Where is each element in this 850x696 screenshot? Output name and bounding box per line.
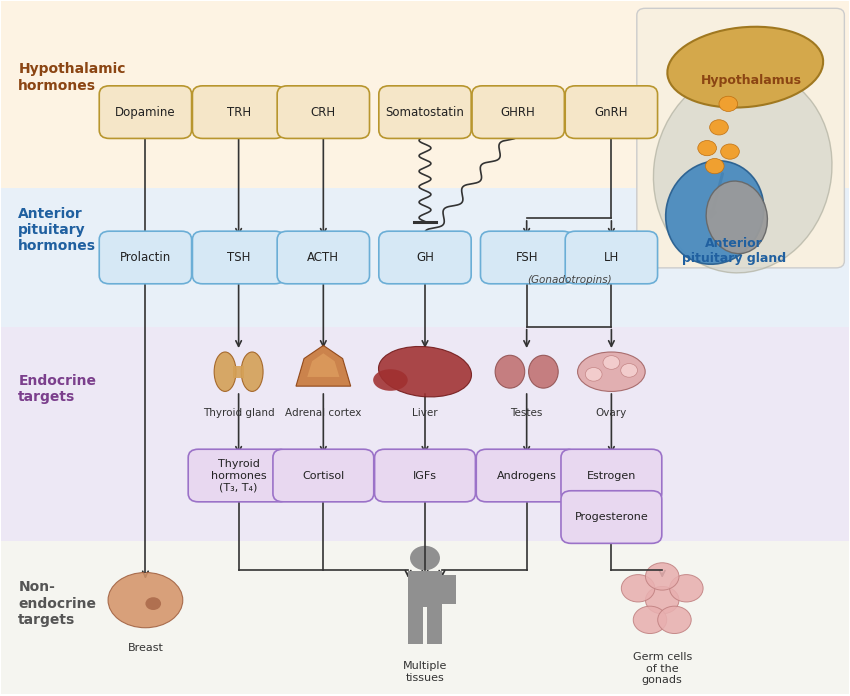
Text: Androgens: Androgens bbox=[496, 470, 557, 480]
Ellipse shape bbox=[378, 347, 472, 397]
Circle shape bbox=[145, 597, 161, 610]
Text: Somatostatin: Somatostatin bbox=[386, 106, 464, 118]
Text: ACTH: ACTH bbox=[308, 251, 339, 264]
Bar bbox=[408, 575, 422, 603]
FancyBboxPatch shape bbox=[565, 231, 658, 284]
FancyBboxPatch shape bbox=[188, 449, 289, 502]
Text: Anterior
pituitary
hormones: Anterior pituitary hormones bbox=[19, 207, 96, 253]
Circle shape bbox=[620, 363, 638, 377]
Text: Liver: Liver bbox=[412, 408, 438, 418]
Ellipse shape bbox=[654, 69, 832, 273]
Bar bbox=[2, 541, 848, 694]
Text: GH: GH bbox=[416, 251, 434, 264]
FancyBboxPatch shape bbox=[277, 231, 370, 284]
Circle shape bbox=[710, 120, 728, 135]
Text: GnRH: GnRH bbox=[595, 106, 628, 118]
FancyBboxPatch shape bbox=[379, 231, 471, 284]
FancyBboxPatch shape bbox=[565, 86, 658, 139]
Text: Thyroid gland: Thyroid gland bbox=[203, 408, 275, 418]
Ellipse shape bbox=[108, 573, 183, 628]
FancyBboxPatch shape bbox=[99, 231, 191, 284]
Text: Estrogen: Estrogen bbox=[586, 470, 636, 480]
Circle shape bbox=[645, 563, 679, 590]
FancyBboxPatch shape bbox=[476, 449, 577, 502]
Circle shape bbox=[410, 546, 440, 570]
FancyBboxPatch shape bbox=[561, 491, 662, 544]
Ellipse shape bbox=[578, 352, 645, 391]
Polygon shape bbox=[296, 345, 351, 386]
Text: Hypothalamus: Hypothalamus bbox=[700, 74, 802, 88]
Circle shape bbox=[670, 575, 703, 602]
Ellipse shape bbox=[706, 181, 768, 253]
Circle shape bbox=[621, 575, 654, 602]
Circle shape bbox=[719, 96, 738, 111]
Bar bbox=[442, 575, 456, 603]
FancyBboxPatch shape bbox=[273, 449, 374, 502]
Ellipse shape bbox=[214, 352, 236, 391]
Text: Anterior
pituitary gland: Anterior pituitary gland bbox=[683, 237, 786, 264]
Text: Non-
endocrine
targets: Non- endocrine targets bbox=[19, 580, 96, 627]
Text: LH: LH bbox=[604, 251, 619, 264]
Circle shape bbox=[603, 356, 620, 370]
Text: Adrenal cortex: Adrenal cortex bbox=[285, 408, 361, 418]
Text: Cortisol: Cortisol bbox=[303, 470, 344, 480]
Text: Hypothalamic
hormones: Hypothalamic hormones bbox=[19, 63, 126, 93]
Text: TRH: TRH bbox=[227, 106, 251, 118]
Ellipse shape bbox=[667, 26, 823, 108]
Circle shape bbox=[721, 144, 740, 159]
Text: FSH: FSH bbox=[515, 251, 538, 264]
Circle shape bbox=[706, 159, 724, 174]
Text: Thyroid
hormones
(T₃, T₄): Thyroid hormones (T₃, T₄) bbox=[211, 459, 266, 492]
FancyBboxPatch shape bbox=[480, 231, 573, 284]
Text: Testes: Testes bbox=[511, 408, 543, 418]
Text: GHRH: GHRH bbox=[501, 106, 536, 118]
Text: CRH: CRH bbox=[311, 106, 336, 118]
Bar bbox=[2, 189, 848, 326]
Text: TSH: TSH bbox=[227, 251, 250, 264]
FancyBboxPatch shape bbox=[192, 231, 285, 284]
FancyBboxPatch shape bbox=[375, 449, 475, 502]
Bar bbox=[2, 326, 848, 541]
Circle shape bbox=[645, 587, 679, 614]
Text: Germ cells
of the
gonads: Germ cells of the gonads bbox=[632, 652, 692, 686]
Ellipse shape bbox=[241, 352, 264, 391]
Text: Multiple
tissues: Multiple tissues bbox=[403, 661, 447, 683]
FancyBboxPatch shape bbox=[472, 86, 564, 139]
FancyBboxPatch shape bbox=[192, 86, 285, 139]
Text: Dopamine: Dopamine bbox=[115, 106, 176, 118]
FancyBboxPatch shape bbox=[379, 86, 471, 139]
Text: (Gonadotropins): (Gonadotropins) bbox=[527, 276, 611, 285]
Polygon shape bbox=[307, 354, 339, 377]
Ellipse shape bbox=[373, 369, 408, 391]
Text: IGFs: IGFs bbox=[413, 470, 437, 480]
Ellipse shape bbox=[495, 355, 524, 388]
Bar bbox=[408, 607, 422, 644]
Circle shape bbox=[658, 606, 691, 633]
Text: Endocrine
targets: Endocrine targets bbox=[19, 374, 96, 404]
Bar bbox=[408, 571, 442, 607]
Bar bbox=[233, 366, 245, 379]
Text: Prolactin: Prolactin bbox=[120, 251, 171, 264]
Text: Ovary: Ovary bbox=[596, 408, 627, 418]
Circle shape bbox=[586, 367, 602, 381]
Bar bbox=[428, 607, 442, 644]
FancyBboxPatch shape bbox=[277, 86, 370, 139]
Bar bbox=[2, 1, 848, 189]
Ellipse shape bbox=[529, 355, 558, 388]
Text: Progesterone: Progesterone bbox=[575, 512, 649, 522]
Ellipse shape bbox=[666, 161, 764, 264]
Text: Breast: Breast bbox=[128, 643, 163, 653]
FancyBboxPatch shape bbox=[99, 86, 191, 139]
Circle shape bbox=[633, 606, 666, 633]
Circle shape bbox=[698, 141, 717, 156]
FancyBboxPatch shape bbox=[561, 449, 662, 502]
FancyBboxPatch shape bbox=[637, 8, 844, 268]
